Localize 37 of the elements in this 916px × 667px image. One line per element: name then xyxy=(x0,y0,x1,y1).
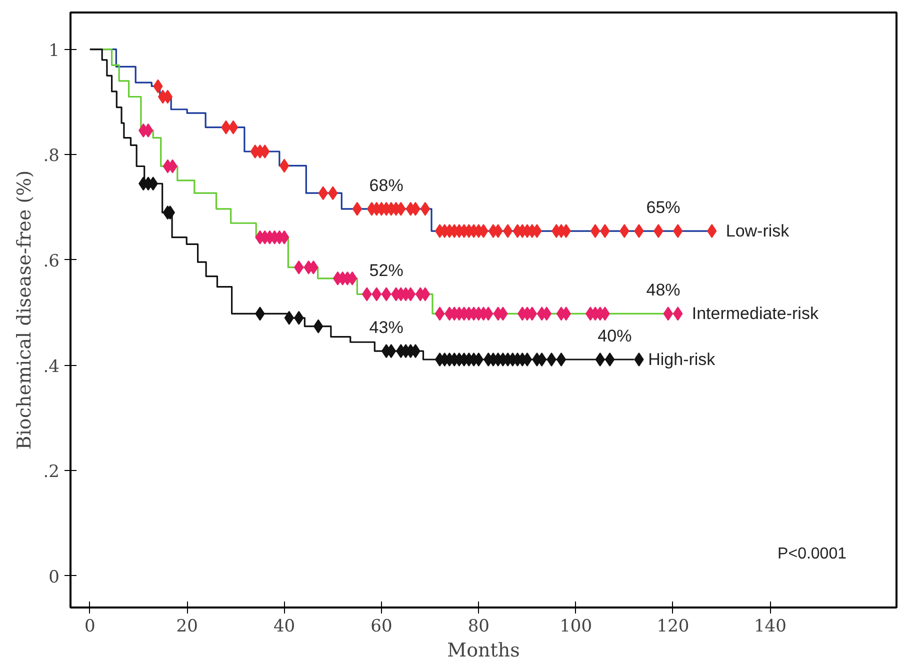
y-axis-title: Biochemical disease-free (%) xyxy=(13,170,36,450)
y-tick-label: .4 xyxy=(43,356,60,377)
y-tick-label: .2 xyxy=(43,462,60,482)
annotation: 43% xyxy=(369,318,404,338)
point xyxy=(279,158,290,173)
x-tick-label: 140 xyxy=(754,616,786,636)
annotation: 52% xyxy=(369,261,404,280)
annotation: 68% xyxy=(369,176,404,195)
point xyxy=(420,202,430,216)
x-tick-label: 60 xyxy=(370,616,392,636)
x-tick-label: 40 xyxy=(273,616,296,636)
series-label: Low-risk xyxy=(726,222,790,241)
annotation: 48% xyxy=(646,280,680,300)
x-tick-label: 120 xyxy=(656,616,690,636)
annotation: P<0.0001 xyxy=(778,546,847,562)
x-axis-title: Months xyxy=(447,640,520,662)
point xyxy=(590,224,600,238)
point xyxy=(604,352,615,366)
point xyxy=(352,202,362,216)
x-tick-label: 0 xyxy=(84,616,96,636)
y-tick-label: .8 xyxy=(43,146,60,166)
annotation: 40% xyxy=(598,326,632,346)
point xyxy=(313,319,324,334)
point xyxy=(556,352,566,366)
point xyxy=(502,224,513,238)
x-tick-label: 100 xyxy=(560,616,592,636)
point xyxy=(381,287,392,302)
y-tick-label: 1 xyxy=(48,40,60,61)
series-label: Intermediate-risk xyxy=(692,304,819,324)
x-tick-label: 20 xyxy=(176,616,198,636)
x-tick-label: 80 xyxy=(468,616,490,636)
series-label: High-risk xyxy=(648,350,716,369)
point xyxy=(434,306,445,321)
point xyxy=(228,120,238,134)
annotation: 65% xyxy=(646,198,680,218)
y-tick-label: 0 xyxy=(48,567,60,588)
y-tick-label: .6 xyxy=(43,251,60,272)
